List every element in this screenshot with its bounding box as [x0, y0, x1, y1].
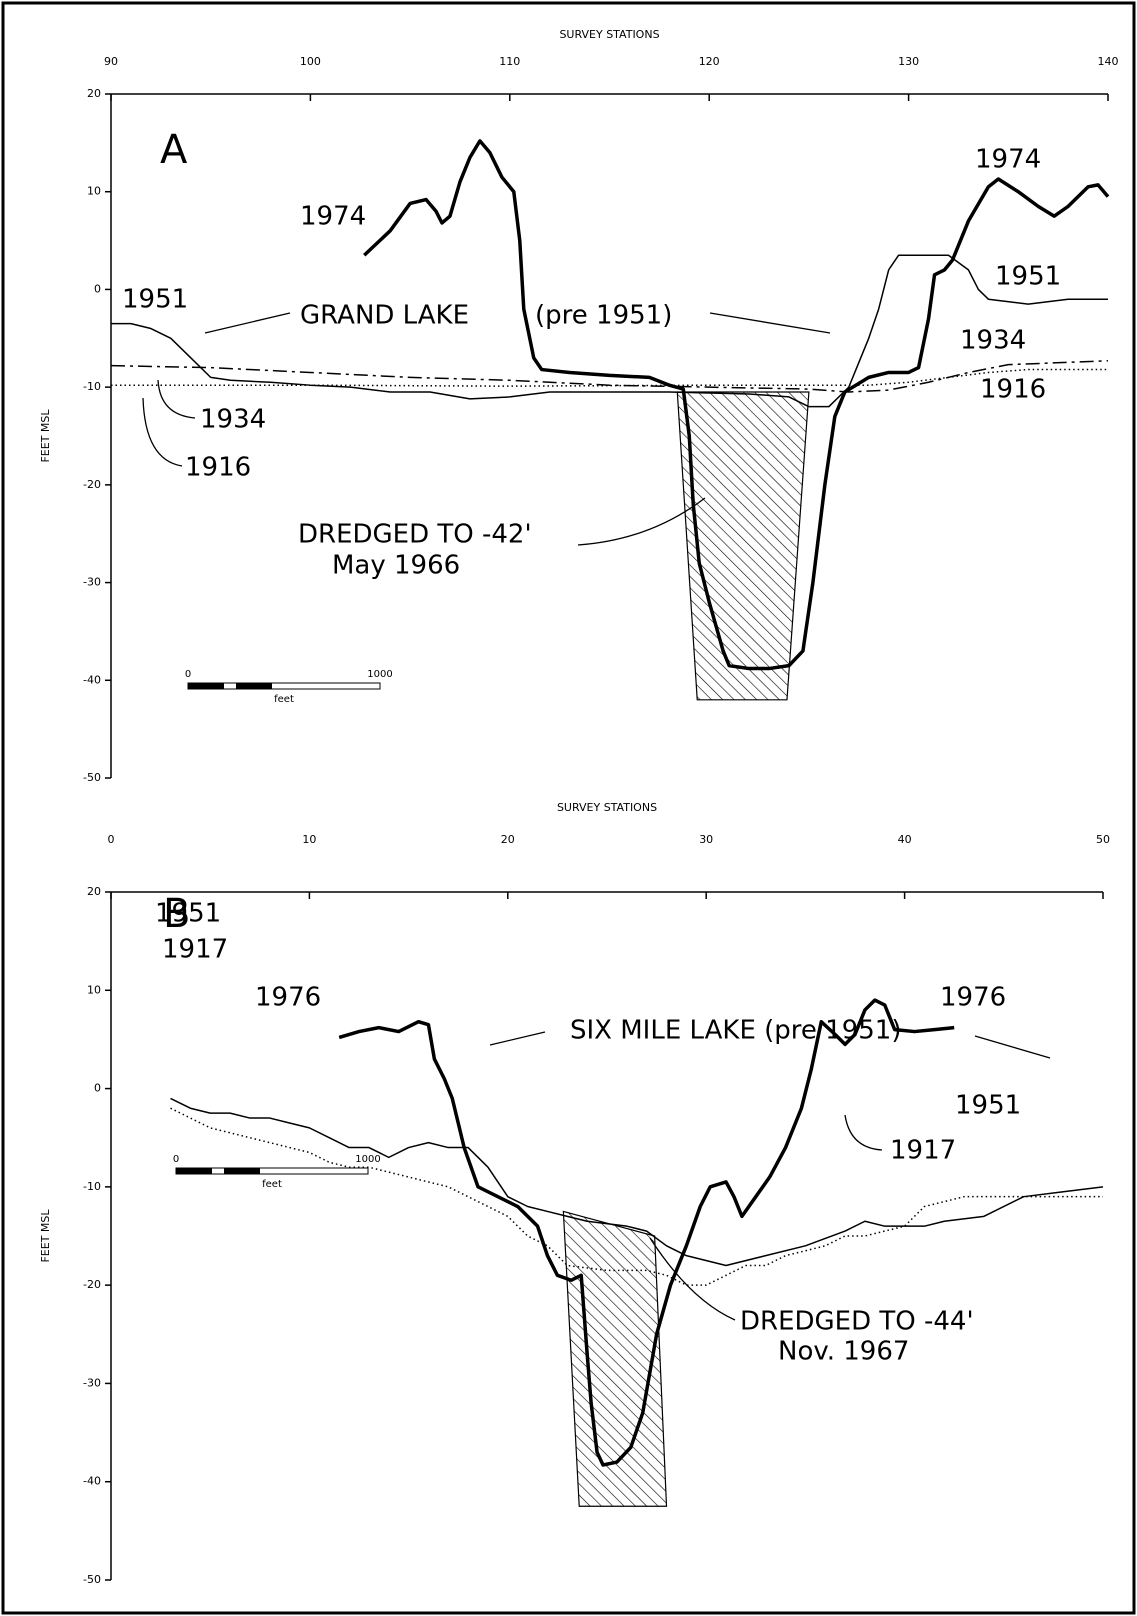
x-tick-label: 20: [501, 833, 515, 846]
x-axis-title: SURVEY STATIONS: [557, 801, 657, 814]
series-label: 1916: [980, 375, 1046, 405]
series-label: 1934: [200, 405, 266, 435]
x-axis-title: SURVEY STATIONS: [559, 28, 659, 41]
scale-bar-label: 1000: [367, 669, 392, 680]
leader-line: [204, 312, 291, 334]
series-label: 1976: [940, 983, 1006, 1013]
y-tick-label: -40: [83, 673, 101, 686]
y-tick-label: 0: [94, 1082, 101, 1095]
scale-bar-segment: [224, 1168, 248, 1174]
series-line: [338, 998, 955, 1467]
y-tick-label: -30: [83, 576, 101, 589]
series-line: [363, 139, 1110, 671]
y-tick-label: -10: [83, 1180, 101, 1193]
scale-bar-segment: [248, 1168, 260, 1174]
annotation: SIX MILE LAKE (pre 1951): [570, 1016, 901, 1046]
leader-line: [577, 497, 706, 546]
annotation: (pre 1951): [535, 301, 672, 331]
dredged-area: [562, 1210, 668, 1507]
leader-line: [489, 1031, 546, 1046]
series-label: 1951: [155, 899, 221, 929]
annotation: Nov. 1967: [778, 1337, 909, 1367]
scale-bar-segment: [176, 1168, 200, 1174]
series-line: [170, 1107, 1103, 1286]
scale-bar-label: 0: [185, 669, 191, 680]
y-tick-label: -10: [83, 380, 101, 393]
series-label: 1917: [162, 935, 228, 965]
series-line: [111, 254, 1108, 408]
x-tick-label: 0: [108, 833, 115, 846]
y-tick-label: -30: [83, 1376, 101, 1389]
scale-bar-unit: feet: [262, 1179, 282, 1190]
x-tick-label: 140: [1098, 55, 1119, 68]
x-tick-label: 130: [898, 55, 919, 68]
leader-line: [157, 379, 196, 419]
series-line: [111, 368, 1108, 387]
y-tick-label: -20: [83, 1278, 101, 1291]
series-label: 1934: [960, 326, 1026, 356]
scale-bar-label: 1000: [355, 1154, 380, 1165]
series-label: 1917: [890, 1136, 956, 1166]
x-tick-label: 100: [300, 55, 321, 68]
series-label: 1951: [955, 1091, 1021, 1121]
y-tick-label: -20: [83, 478, 101, 491]
series-label: 1951: [122, 285, 188, 315]
y-tick-label: 10: [87, 983, 101, 996]
scale-bar-label: 0: [173, 1154, 179, 1165]
y-tick-label: 20: [87, 87, 101, 100]
annotation: DREDGED TO -44': [740, 1307, 974, 1337]
x-tick-label: 50: [1096, 833, 1110, 846]
leader-line: [709, 312, 831, 334]
series-line: [170, 1097, 1104, 1267]
y-tick-label: -50: [83, 1573, 101, 1586]
scale-bar-segment: [188, 683, 212, 689]
leader-line: [142, 397, 183, 467]
x-tick-label: 120: [699, 55, 720, 68]
y-tick-label: 10: [87, 185, 101, 198]
scale-bar-segment: [260, 683, 272, 689]
x-tick-label: 40: [898, 833, 912, 846]
series-label: 1976: [255, 983, 321, 1013]
y-tick-label: 20: [87, 885, 101, 898]
leader-line: [974, 1035, 1051, 1059]
x-tick-label: 110: [499, 55, 520, 68]
series-label: 1916: [185, 453, 251, 483]
annotation: GRAND LAKE: [300, 301, 469, 331]
y-axis-title: FEET MSL: [39, 1209, 52, 1263]
annotation: DREDGED TO -42': [298, 520, 532, 550]
x-tick-label: 10: [302, 833, 316, 846]
scale-bar-segment: [236, 683, 260, 689]
y-tick-label: 0: [94, 282, 101, 295]
dredged-area: [676, 391, 810, 701]
scale-bar-segment: [212, 683, 224, 689]
scale-bar-unit: feet: [274, 694, 294, 705]
y-axis-title: FEET MSL: [39, 409, 52, 463]
annotation: May 1966: [332, 551, 460, 581]
series-line: [110, 360, 1109, 393]
series-label: 1974: [975, 145, 1041, 175]
y-tick-label: -40: [83, 1475, 101, 1488]
series-label: 1974: [300, 202, 366, 232]
x-tick-label: 30: [699, 833, 713, 846]
scale-bar-segment: [200, 1168, 212, 1174]
x-tick-label: 90: [104, 55, 118, 68]
leader-line: [649, 1237, 736, 1321]
series-label: 1951: [995, 262, 1061, 292]
leader-line: [844, 1114, 883, 1151]
y-tick-label: -50: [83, 771, 101, 784]
annotation: A: [160, 127, 188, 173]
annotation: B: [163, 891, 190, 937]
